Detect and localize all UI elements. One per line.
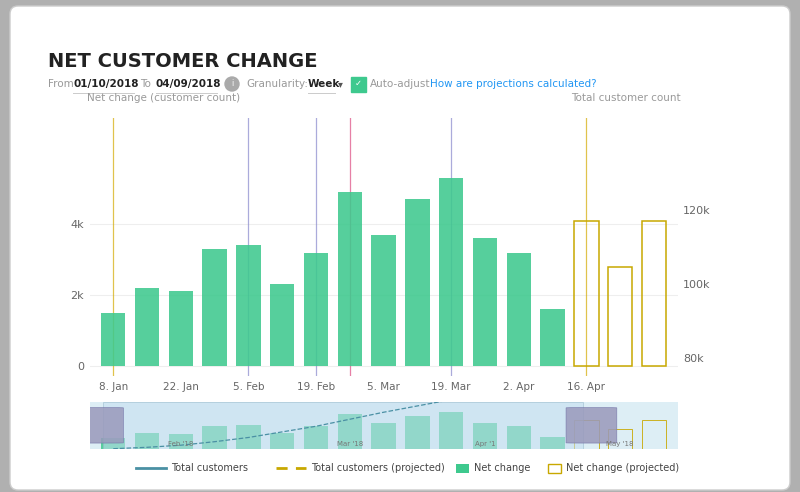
Text: Mar '18: Mar '18 bbox=[337, 441, 363, 447]
Bar bbox=[169, 291, 193, 366]
Text: Total customer count: Total customer count bbox=[571, 92, 681, 102]
Text: May '18: May '18 bbox=[606, 441, 634, 447]
Text: Total customers: Total customers bbox=[171, 463, 248, 473]
Text: To: To bbox=[140, 79, 151, 89]
Bar bbox=[101, 438, 126, 449]
FancyBboxPatch shape bbox=[566, 407, 617, 443]
Bar bbox=[541, 309, 565, 366]
Bar bbox=[156, 93, 218, 94]
FancyBboxPatch shape bbox=[351, 77, 366, 92]
Bar bbox=[135, 288, 159, 366]
Text: Net change (projected): Net change (projected) bbox=[566, 463, 678, 473]
Bar bbox=[473, 239, 497, 366]
Bar bbox=[406, 416, 430, 449]
Bar bbox=[406, 199, 430, 366]
Bar bbox=[270, 432, 294, 449]
Bar bbox=[506, 426, 531, 449]
Bar bbox=[574, 420, 598, 449]
Text: How are projections calculated?: How are projections calculated? bbox=[430, 79, 597, 89]
Bar bbox=[103, 402, 583, 449]
Bar bbox=[473, 424, 497, 449]
Bar bbox=[371, 423, 396, 449]
Bar bbox=[202, 426, 227, 449]
Text: Total customers (projected): Total customers (projected) bbox=[311, 463, 445, 473]
Text: From: From bbox=[48, 79, 74, 89]
Circle shape bbox=[225, 77, 239, 91]
Bar bbox=[338, 192, 362, 366]
Bar bbox=[541, 437, 565, 449]
Bar bbox=[439, 178, 463, 366]
Text: Feb '18: Feb '18 bbox=[168, 441, 194, 447]
Bar bbox=[304, 426, 328, 449]
Bar bbox=[202, 249, 227, 366]
Text: ✓: ✓ bbox=[355, 79, 362, 88]
Bar bbox=[338, 414, 362, 449]
Text: Week: Week bbox=[308, 79, 340, 89]
Bar bbox=[308, 93, 336, 94]
Text: ▾: ▾ bbox=[338, 79, 343, 89]
Bar bbox=[236, 246, 261, 366]
Bar bbox=[642, 420, 666, 449]
Bar bbox=[270, 284, 294, 366]
Bar bbox=[506, 252, 531, 366]
Text: Net change (customer count): Net change (customer count) bbox=[86, 92, 240, 102]
Bar bbox=[608, 429, 632, 449]
Text: Granularity:: Granularity: bbox=[246, 79, 308, 89]
Bar bbox=[608, 267, 632, 366]
Text: Apr '1: Apr '1 bbox=[474, 441, 495, 447]
Text: Net change: Net change bbox=[474, 463, 530, 473]
Text: 01/10/2018: 01/10/2018 bbox=[73, 79, 138, 89]
FancyBboxPatch shape bbox=[10, 6, 790, 490]
Text: NET CUSTOMER CHANGE: NET CUSTOMER CHANGE bbox=[48, 52, 318, 71]
Bar bbox=[101, 313, 126, 366]
Bar bbox=[169, 434, 193, 449]
Text: Auto-adjust: Auto-adjust bbox=[370, 79, 430, 89]
Text: 04/09/2018: 04/09/2018 bbox=[156, 79, 222, 89]
Bar bbox=[439, 411, 463, 449]
Bar bbox=[135, 433, 159, 449]
FancyBboxPatch shape bbox=[73, 407, 123, 443]
Bar bbox=[304, 252, 328, 366]
Text: i: i bbox=[231, 80, 233, 89]
Bar bbox=[371, 235, 396, 366]
Bar bbox=[236, 425, 261, 449]
Bar bbox=[574, 221, 598, 366]
Bar bbox=[642, 221, 666, 366]
Bar bbox=[73, 93, 135, 94]
